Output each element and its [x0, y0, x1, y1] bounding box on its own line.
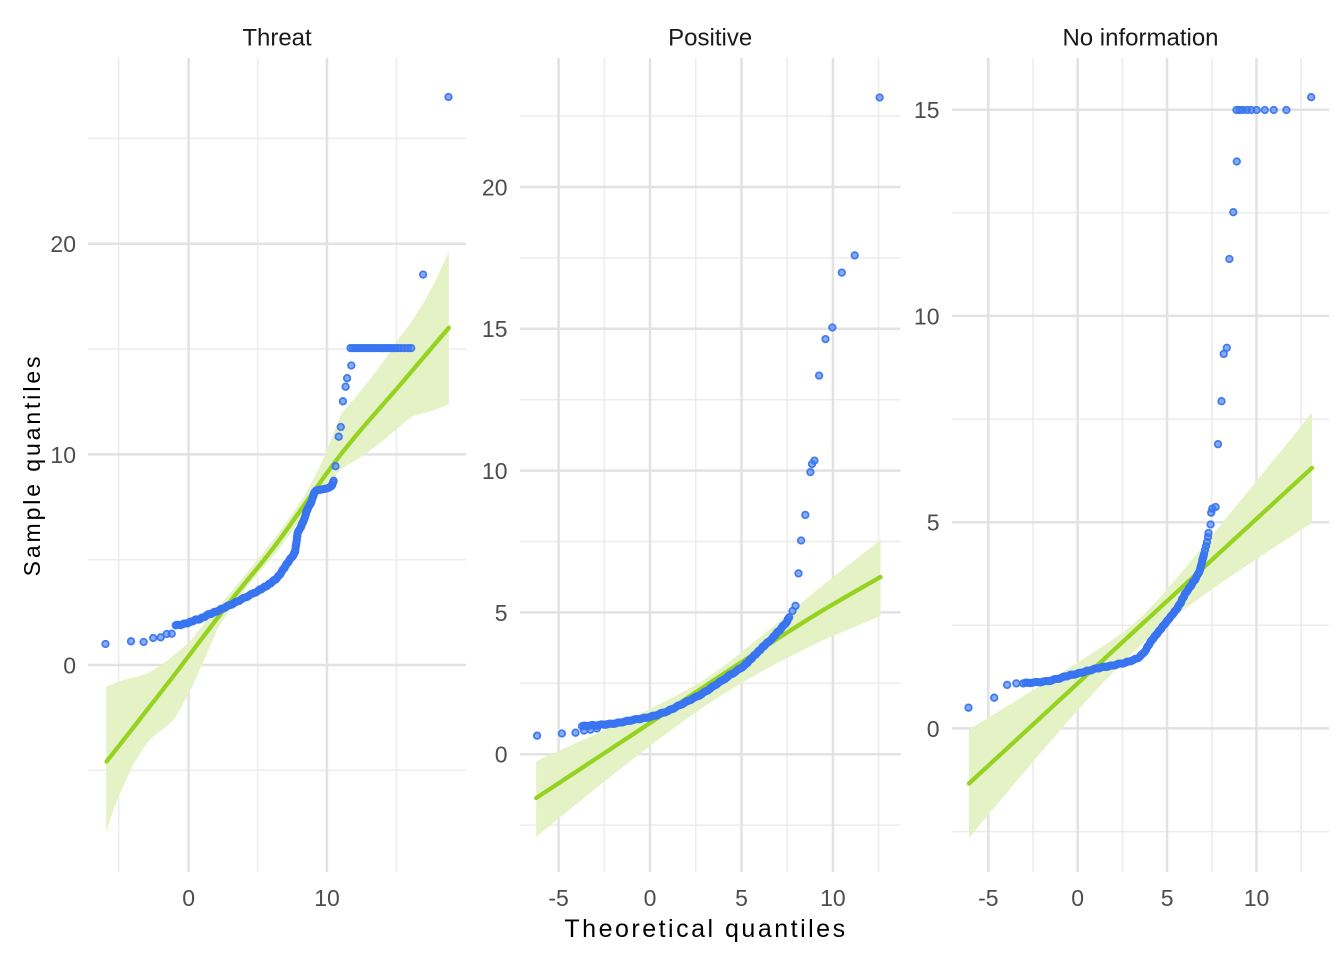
- svg-text:20: 20: [50, 231, 76, 257]
- svg-text:No information: No information: [1062, 25, 1218, 52]
- svg-text:Positive: Positive: [668, 25, 752, 52]
- svg-text:10: 10: [914, 303, 940, 329]
- svg-text:0: 0: [927, 716, 940, 742]
- svg-text:10: 10: [314, 885, 340, 911]
- svg-text:0: 0: [495, 742, 508, 768]
- svg-text:20: 20: [482, 174, 508, 200]
- svg-text:10: 10: [1244, 885, 1270, 911]
- svg-text:10: 10: [50, 442, 76, 468]
- svg-text:5: 5: [495, 600, 508, 626]
- svg-text:-5: -5: [978, 885, 998, 911]
- svg-text:0: 0: [182, 885, 195, 911]
- svg-text:10: 10: [482, 458, 508, 484]
- svg-text:5: 5: [927, 510, 940, 536]
- svg-text:15: 15: [914, 97, 940, 123]
- svg-text:15: 15: [482, 316, 508, 342]
- svg-text:0: 0: [63, 652, 76, 678]
- svg-text:5: 5: [735, 885, 748, 911]
- svg-text:0: 0: [644, 885, 657, 911]
- svg-text:Threat: Threat: [242, 25, 312, 52]
- svg-text:Theoretical quantiles: Theoretical quantiles: [564, 915, 847, 943]
- svg-text:10: 10: [820, 885, 846, 911]
- svg-text:Sample quantiles: Sample quantiles: [19, 354, 45, 577]
- svg-text:5: 5: [1161, 885, 1174, 911]
- svg-text:-5: -5: [548, 885, 568, 911]
- svg-text:0: 0: [1071, 885, 1084, 911]
